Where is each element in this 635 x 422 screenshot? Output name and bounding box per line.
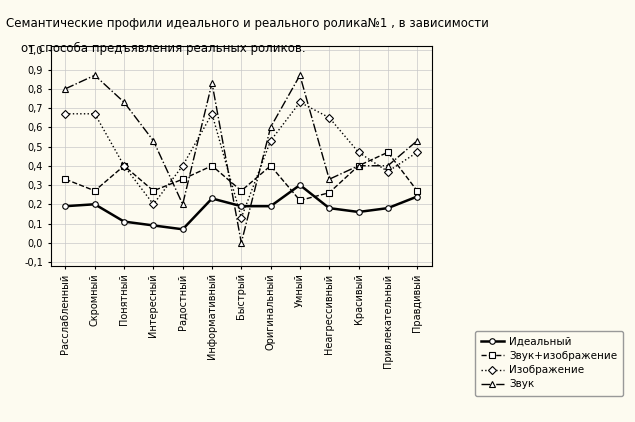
Идеальный [62, 204, 69, 209]
Звук [120, 100, 128, 105]
Идеальный [91, 202, 98, 207]
Идеальный [267, 204, 274, 209]
Изображение [179, 163, 187, 168]
Звук+изображение [62, 177, 69, 182]
Звук+изображение [120, 163, 128, 168]
Изображение [120, 163, 128, 168]
Звук [325, 177, 333, 182]
Звук+изображение [208, 163, 216, 168]
Звук [150, 138, 157, 143]
Изображение [355, 150, 363, 155]
Звук [62, 86, 69, 91]
Звук+изображение [150, 188, 157, 193]
Звук+изображение [237, 188, 245, 193]
Звук+изображение [413, 188, 421, 193]
Идеальный [150, 223, 157, 228]
Изображение [62, 111, 69, 116]
Идеальный [413, 194, 421, 199]
Line: Изображение: Изображение [63, 100, 420, 221]
Звук+изображение [179, 177, 187, 182]
Изображение [150, 202, 157, 207]
Line: Идеальный: Идеальный [63, 182, 420, 232]
Изображение [384, 169, 392, 174]
Legend: Идеальный, Звук+изображение, Изображение, Звук: Идеальный, Звук+изображение, Изображение… [475, 331, 624, 396]
Идеальный [384, 206, 392, 211]
Звук [413, 138, 421, 143]
Звук+изображение [325, 190, 333, 195]
Звук [179, 202, 187, 207]
Изображение [296, 100, 304, 105]
Text: Семантические профили идеального и реального ролика№1 , в зависимости: Семантические профили идеального и реаль… [6, 17, 489, 30]
Изображение [325, 115, 333, 120]
Звук [355, 163, 363, 168]
Звук+изображение [91, 188, 98, 193]
Идеальный [120, 219, 128, 224]
Звук [384, 163, 392, 168]
Звук [91, 73, 98, 78]
Идеальный [179, 227, 187, 232]
Изображение [237, 215, 245, 220]
Идеальный [208, 196, 216, 201]
Идеальный [296, 182, 304, 187]
Text: от способа предъявления реальных роликов.: от способа предъявления реальных роликов… [6, 42, 306, 55]
Изображение [208, 111, 216, 116]
Звук [237, 240, 245, 245]
Звук [267, 125, 274, 130]
Line: Звук+изображение: Звук+изображение [63, 149, 420, 203]
Идеальный [237, 204, 245, 209]
Изображение [91, 111, 98, 116]
Идеальный [325, 206, 333, 211]
Line: Звук: Звук [63, 73, 420, 246]
Звук [208, 81, 216, 86]
Звук [296, 73, 304, 78]
Звук+изображение [267, 163, 274, 168]
Звук+изображение [296, 198, 304, 203]
Изображение [267, 138, 274, 143]
Изображение [413, 150, 421, 155]
Звук+изображение [355, 163, 363, 168]
Идеальный [355, 209, 363, 214]
Звук+изображение [384, 150, 392, 155]
